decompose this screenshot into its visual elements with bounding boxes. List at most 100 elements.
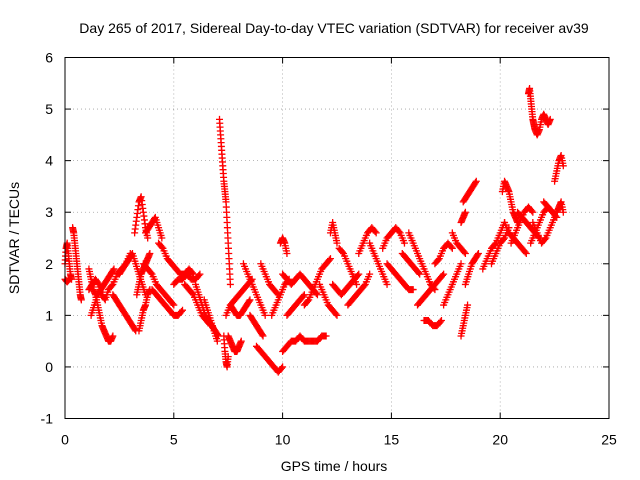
y-tick-label: 1: [45, 307, 53, 323]
x-tick-label: 20: [492, 432, 508, 448]
data-point-marker: [416, 270, 424, 278]
data-point-marker: [415, 269, 423, 277]
data-point-marker: [434, 256, 442, 264]
data-point-marker: [322, 332, 330, 340]
plot-frame: [64, 57, 610, 419]
data-point-marker: [461, 208, 469, 216]
data-point-marker: [245, 297, 253, 305]
data-point-marker: [108, 282, 116, 290]
data-point-marker: [354, 271, 362, 279]
data-point-marker: [437, 317, 445, 325]
data-points: [61, 84, 567, 376]
data-point-marker: [273, 289, 281, 297]
data-point-marker: [559, 162, 567, 170]
data-point-marker: [521, 248, 529, 256]
data-point-marker: [110, 265, 118, 273]
data-point-marker: [304, 297, 312, 305]
y-tick-label: 2: [45, 256, 53, 272]
y-axis-label: SDTVAR / TECUs: [6, 182, 22, 294]
data-point-marker: [409, 286, 417, 294]
data-point-marker: [541, 235, 549, 243]
data-point-marker: [300, 291, 308, 299]
y-tick-labels: -1 0 1 2 3 4 5 6: [41, 50, 54, 427]
x-tick-labels: 0 5 10 15 20 25: [61, 432, 617, 448]
data-point-marker: [474, 251, 482, 259]
x-axis-label: GPS time / hours: [281, 458, 388, 474]
data-point-marker: [147, 269, 155, 277]
data-point-marker: [77, 296, 85, 304]
data-point-marker: [460, 248, 468, 256]
data-point-marker: [461, 249, 469, 257]
data-point-marker: [150, 215, 158, 223]
data-point-marker: [332, 310, 340, 318]
data-point-marker: [474, 249, 482, 257]
data-point-marker: [158, 234, 166, 242]
data-point-marker: [259, 332, 267, 340]
y-tick-label: 5: [45, 101, 53, 117]
data-point-marker: [439, 271, 447, 279]
data-point-marker: [213, 337, 221, 345]
y-tick-label: 0: [45, 359, 53, 375]
y-tick-label: 6: [45, 50, 53, 66]
data-point-marker: [195, 271, 203, 279]
data-point-marker: [372, 229, 380, 237]
data-point-marker: [546, 115, 554, 123]
data-point-marker: [100, 295, 108, 303]
data-point-marker: [109, 266, 117, 274]
data-point-marker: [299, 292, 307, 300]
data-point-marker: [383, 280, 391, 288]
data-point-marker: [196, 270, 204, 278]
data-point-marker: [457, 260, 465, 268]
data-point-marker: [395, 228, 403, 236]
data-point-marker: [246, 296, 254, 304]
data-point-marker: [448, 244, 456, 252]
data-point-marker: [559, 208, 567, 216]
x-tick-label: 25: [601, 432, 617, 448]
data-point-marker: [472, 177, 480, 185]
y-tick-label: 4: [45, 153, 53, 169]
data-point-marker: [128, 251, 136, 259]
y-tick-label: -1: [41, 411, 54, 427]
y-tick-label: 3: [45, 204, 53, 220]
data-point-marker: [338, 248, 346, 256]
data-point-marker: [499, 235, 507, 243]
data-point-marker: [278, 364, 286, 372]
data-point-marker: [158, 243, 166, 251]
data-point-marker: [283, 249, 291, 257]
x-tick-label: 0: [61, 432, 69, 448]
data-point-marker: [313, 291, 321, 299]
data-point-marker: [226, 280, 234, 288]
data-point-marker: [471, 179, 479, 187]
data-point-marker: [528, 207, 536, 215]
data-point-marker: [261, 311, 269, 319]
data-point-marker: [522, 249, 530, 257]
data-point-marker: [440, 270, 448, 278]
data-point-marker: [360, 282, 368, 290]
data-point-marker: [353, 280, 361, 288]
data-point-marker: [94, 279, 102, 287]
data-point-marker: [355, 270, 363, 278]
data-point-marker: [177, 307, 185, 315]
data-point-marker: [529, 208, 537, 216]
data-point-marker: [188, 269, 196, 277]
data-point-marker: [326, 255, 334, 263]
data-point-marker: [400, 239, 408, 247]
data-point-marker: [146, 249, 154, 257]
chart-title: Day 265 of 2017, Sidereal Day-to-day VTE…: [79, 20, 589, 36]
data-point-marker: [188, 289, 196, 297]
data-point-marker: [371, 228, 379, 236]
data-point-marker: [333, 311, 341, 319]
x-tick-label: 10: [275, 432, 291, 448]
data-point-marker: [325, 256, 333, 264]
data-point-marker: [65, 275, 73, 283]
data-point-marker: [131, 326, 139, 334]
data-point-marker: [224, 353, 232, 361]
data-point-marker: [237, 337, 245, 345]
data-point-marker: [312, 289, 320, 297]
data-point-marker: [366, 270, 374, 278]
data-point-marker: [552, 212, 560, 220]
data-point-marker: [279, 363, 287, 371]
data-point-marker: [333, 239, 341, 247]
x-tick-label: 15: [384, 432, 400, 448]
data-point-marker: [144, 234, 152, 242]
